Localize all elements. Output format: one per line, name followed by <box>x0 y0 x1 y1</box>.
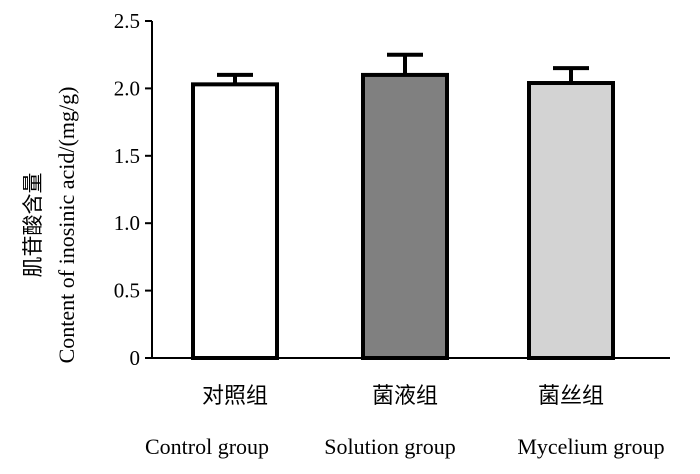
y-tick-label: 0.5 <box>114 279 140 303</box>
bar-1 <box>191 82 279 361</box>
category-label-chinese: 菌丝组 <box>538 384 604 409</box>
y-tick-label: 1.5 <box>114 144 140 168</box>
bars <box>191 52 615 361</box>
y-axis-label: Content of inosinic acid/(mg/g) <box>54 87 79 364</box>
y-axis-label-group: 肌苷酸含量 Content of inosinic acid/(mg/g) <box>21 87 79 364</box>
category-label: Control group <box>145 434 269 459</box>
y-tick-label: 0 <box>130 346 141 370</box>
category-label: Solution group <box>324 434 455 459</box>
y-axis: 0 0.5 1.0 1.5 2.0 2.5 <box>114 9 153 370</box>
y-tick-label: 2.5 <box>114 9 140 33</box>
category-label-chinese: 菌液组 <box>372 384 438 409</box>
y-axis-label-chinese: 肌苷酸含量 <box>21 173 45 278</box>
y-tick-label: 1.0 <box>114 211 140 235</box>
bar-2 <box>361 72 449 360</box>
bar-3 <box>527 81 615 361</box>
category-label: Mycelium group <box>517 434 664 459</box>
y-tick-label: 2.0 <box>114 76 140 100</box>
category-label-chinese: 对照组 <box>202 384 268 409</box>
category-labels: 对照组 菌液组 菌丝组 Control group Solution group Myce… <box>145 384 665 459</box>
